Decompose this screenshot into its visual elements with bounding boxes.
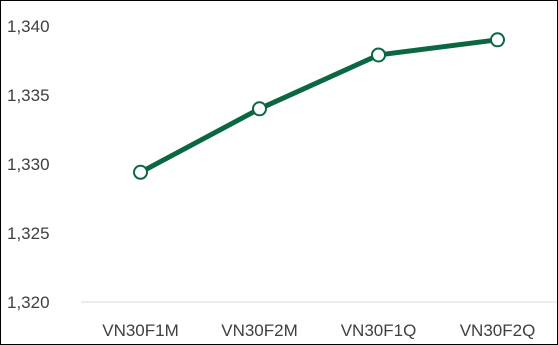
data-point-marker <box>490 32 505 48</box>
x-tick-label: VN30F2Q <box>460 321 536 340</box>
y-tick-label: 1,335 <box>7 86 50 105</box>
x-tick-label: VN30F1Q <box>341 321 417 340</box>
y-tick-label: 1,340 <box>7 17 50 36</box>
x-tick-label: VN30F2M <box>221 321 298 340</box>
data-point-marker <box>371 47 386 63</box>
y-tick-label: 1,320 <box>7 293 50 312</box>
data-point-marker <box>252 101 267 117</box>
series-line <box>138 37 500 175</box>
data-point-marker <box>133 164 148 180</box>
y-tick-label: 1,330 <box>7 155 50 174</box>
y-tick-label: 1,325 <box>7 224 50 243</box>
x-tick-label: VN30F1M <box>102 321 179 340</box>
